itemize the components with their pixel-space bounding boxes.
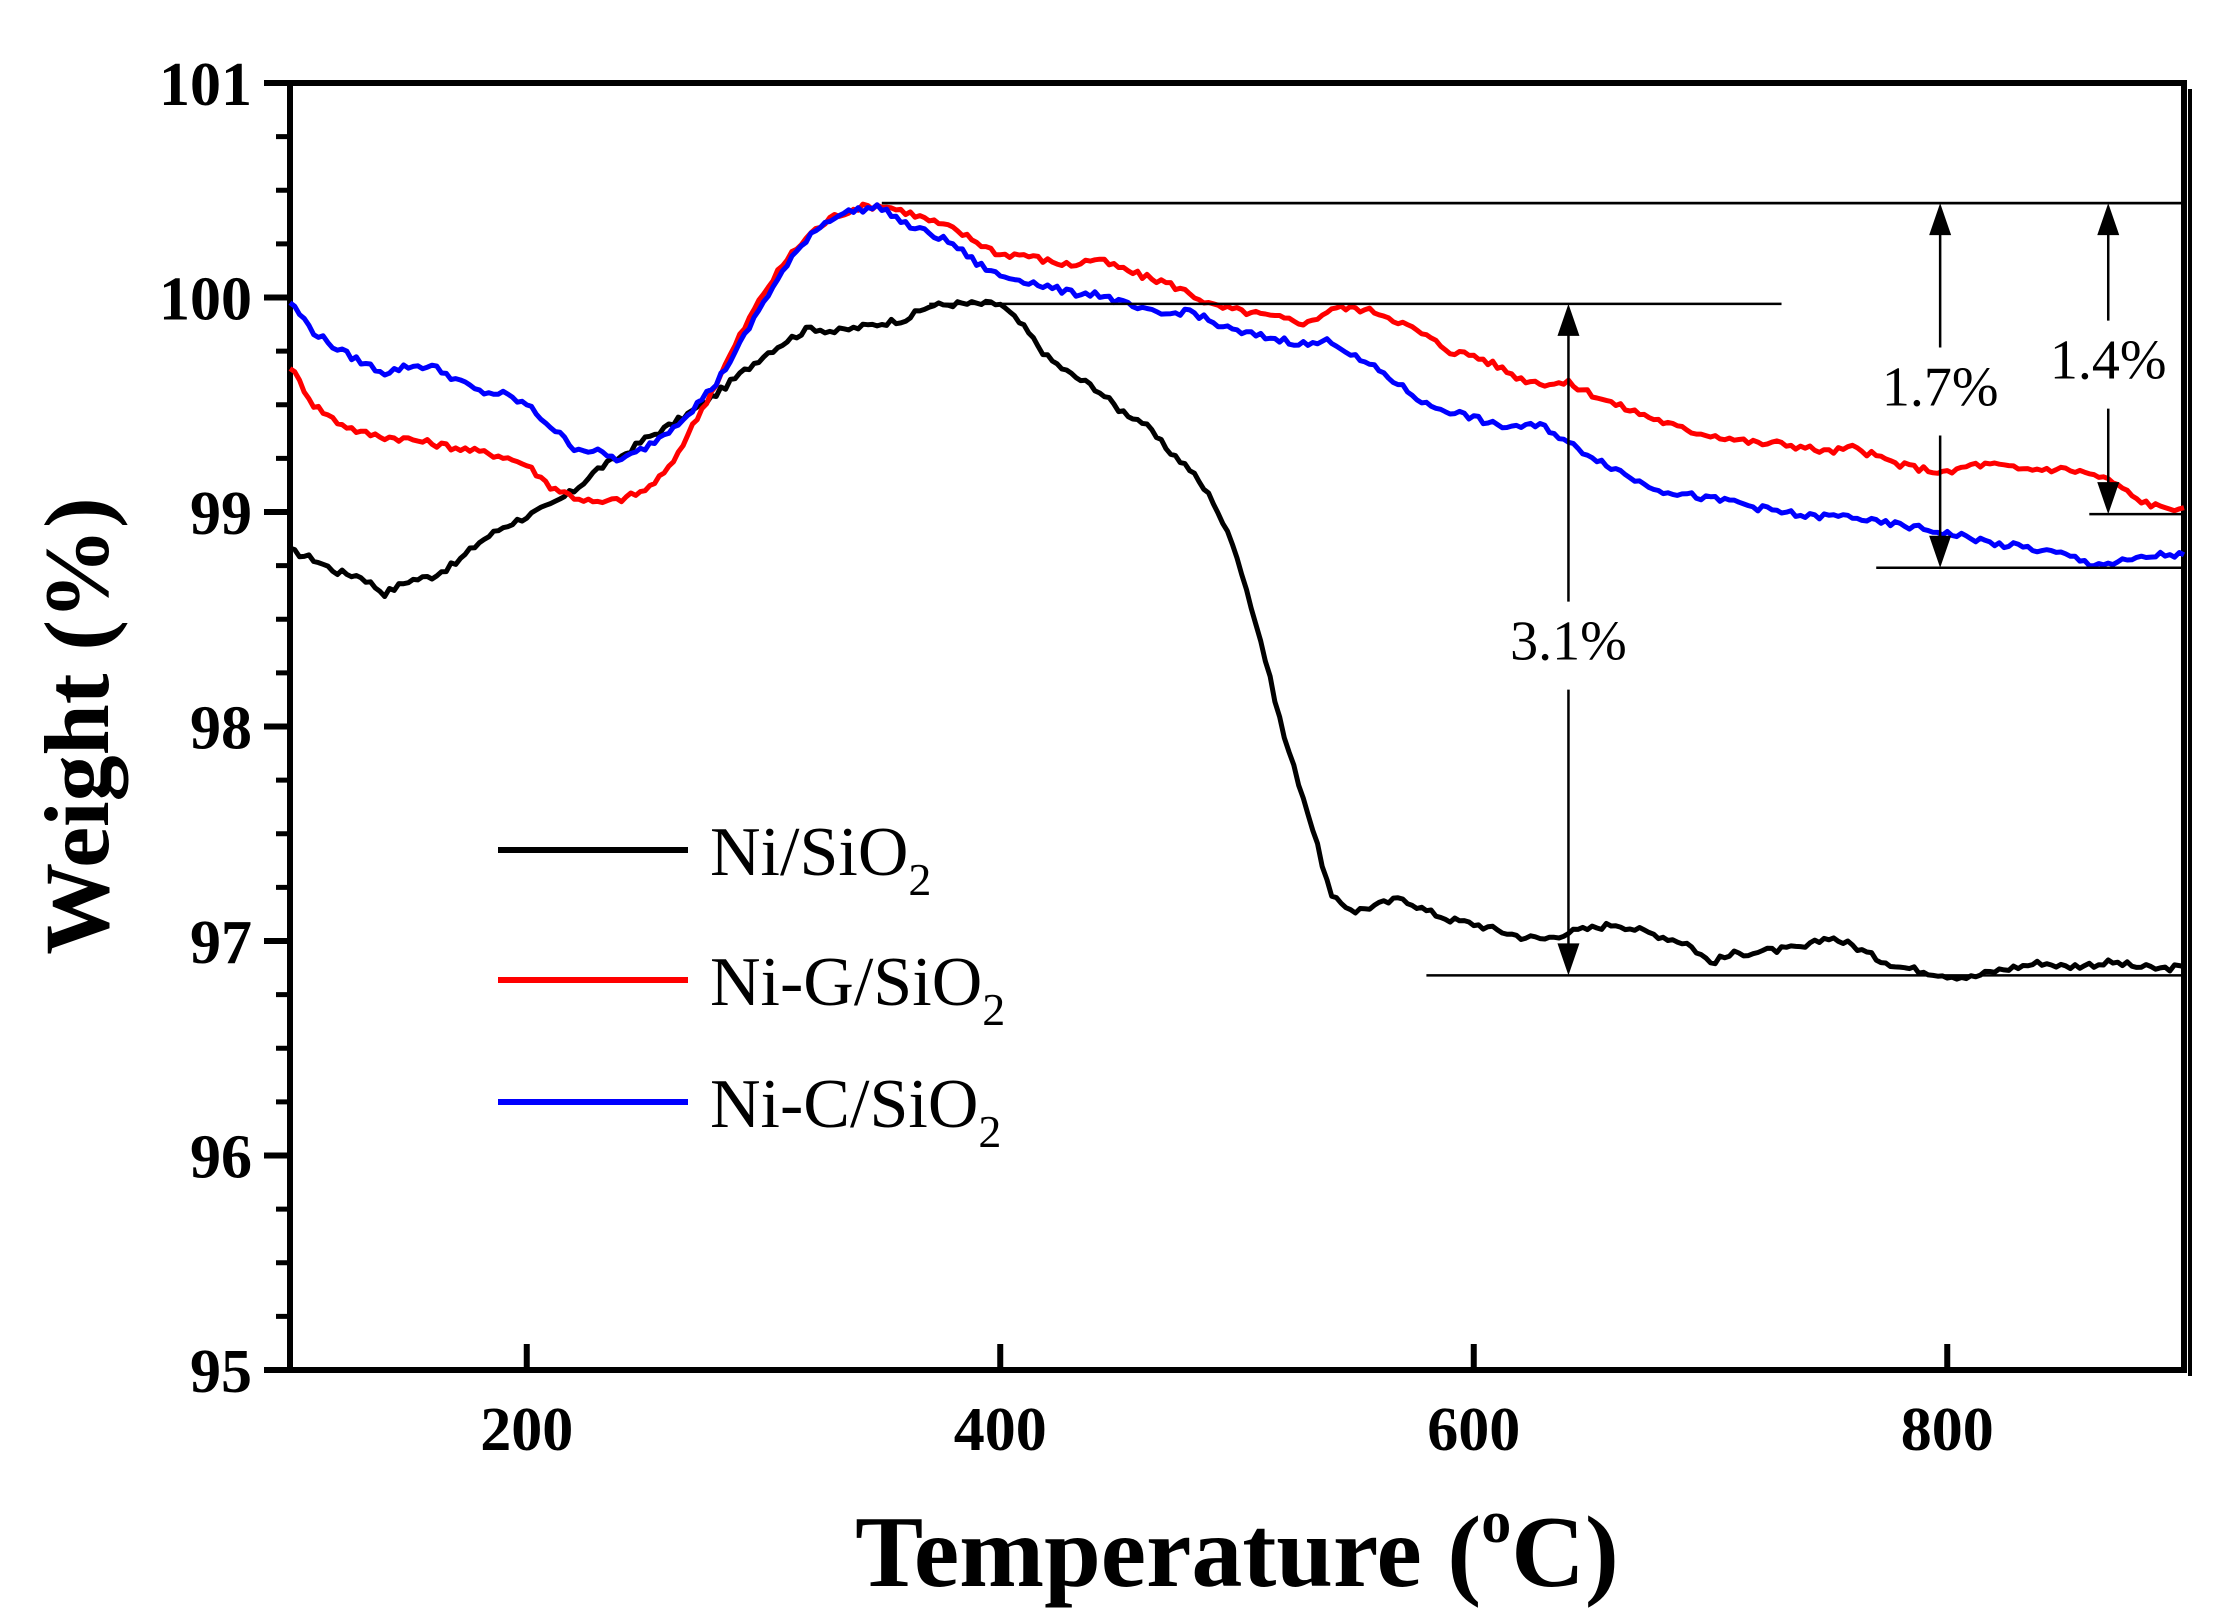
annotation-arrowhead-down: [1557, 943, 1580, 976]
x-tick-label: 600: [1427, 1396, 1520, 1464]
plot-frame: [287, 80, 2187, 1373]
x-axis-title-degree-sup: o: [1481, 1489, 1511, 1555]
y-tick-label: 98: [190, 695, 252, 763]
x-tick-label: 400: [954, 1396, 1047, 1464]
annotation-arrowhead-up: [2097, 203, 2120, 236]
annotation-label: 1.7%: [1882, 356, 1999, 418]
y-tick-label: 100: [159, 266, 252, 334]
annotation-arrowhead-down: [1929, 535, 1952, 568]
y-tick-label: 101: [159, 51, 252, 119]
legend-label-ni-g-sio2: Ni-G/SiO2: [710, 944, 1005, 1035]
series-line-ni-sio2: [289, 298, 2185, 982]
legend-label-ni-sio2: Ni/SiO2: [710, 814, 931, 905]
x-tick-label: 200: [480, 1396, 573, 1464]
annotation-arrowhead-up: [1929, 203, 1952, 236]
series-line-ni-g-sio2: [288, 201, 2185, 514]
legend: Ni/SiO2 Ni-G/SiO2 Ni-C/SiO2: [498, 814, 1005, 1157]
legend-label-ni-sio2-sub: 2: [908, 854, 931, 905]
tick-labels: 200 400 600 800 95 96 97 98 99 100 101: [159, 51, 1994, 1464]
y-tick-label: 99: [190, 480, 252, 548]
legend-label-ni-c-sio2-sub: 2: [978, 1106, 1001, 1157]
x-axis-title: Temperature (oC): [855, 1489, 1619, 1609]
y-tick-label: 97: [190, 909, 252, 977]
legend-label-ni-c-sio2: Ni-C/SiO2: [710, 1066, 1001, 1157]
data-series: [288, 201, 2186, 982]
annotations: 3.1% 1.7% 1.4%: [881, 201, 2184, 977]
annotation-label: 3.1%: [1510, 611, 1627, 673]
annotation-arrowhead-down: [2097, 482, 2120, 515]
x-tick-label: 800: [1901, 1396, 1994, 1464]
series-line-ni-c-sio2: [288, 202, 2186, 569]
y-axis-title: Weight (%): [26, 497, 128, 954]
legend-label-ni-sio2-main: Ni/SiO: [710, 814, 908, 891]
annotation-arrowhead-up: [1557, 303, 1580, 336]
annotation-label: 1.4%: [2050, 330, 2167, 392]
x-axis-title-unit: C): [1511, 1496, 1619, 1609]
y-tick-label: 96: [190, 1124, 252, 1192]
y-tick-label: 95: [190, 1338, 252, 1406]
axis-ticks: [264, 80, 1951, 1373]
legend-label-ni-g-sio2-main: Ni-G/SiO: [710, 944, 982, 1021]
legend-label-ni-g-sio2-sub: 2: [982, 984, 1005, 1035]
legend-label-ni-c-sio2-main: Ni-C/SiO: [710, 1066, 978, 1143]
x-axis-title-main: Temperature (: [855, 1496, 1481, 1609]
